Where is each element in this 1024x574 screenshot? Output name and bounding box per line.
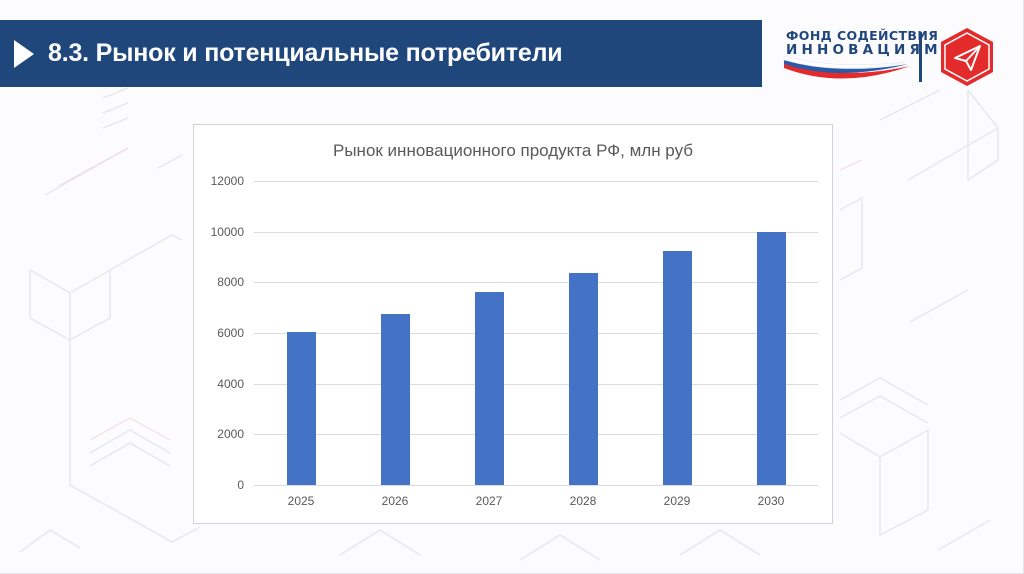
paper-plane-hexagon-icon	[941, 28, 993, 86]
bar-2025	[286, 331, 316, 485]
y-axis-tick-label: 12000	[210, 174, 244, 188]
gridline	[254, 231, 818, 233]
bar-2028	[568, 273, 598, 485]
bar-2030	[756, 231, 786, 485]
gridline	[254, 333, 818, 334]
tricolor-swoosh-icon	[783, 56, 910, 79]
gridline	[254, 434, 818, 436]
y-axis-tick-label: 10000	[210, 224, 244, 239]
bar-2026	[380, 314, 410, 485]
x-axis-tick-label: 2025	[287, 494, 315, 508]
x-axis-tick-label: 2030	[757, 494, 785, 508]
chart-title: Рынок инновационного продукта РФ, млн ру…	[333, 141, 693, 160]
bar-2027	[474, 292, 504, 485]
x-axis-tick-label: 2026	[381, 494, 409, 508]
page-title: 8.3. Рынок и потенциальные потребители	[48, 39, 563, 67]
y-axis-tick-label: 2000	[217, 427, 244, 442]
x-axis-tick-label: 2029	[663, 494, 691, 508]
gridline	[254, 383, 818, 385]
x-axis-tick-label: 2028	[569, 494, 597, 508]
x-axis-tick-label: 2027	[475, 494, 503, 508]
chart-container: Рынок инновационного продукта РФ, млн ру…	[193, 124, 833, 524]
bar-2029	[662, 250, 692, 485]
gridline	[254, 282, 818, 284]
y-axis-tick-label: 6000	[217, 326, 244, 340]
play-arrow-icon	[14, 39, 34, 68]
gridline	[254, 485, 818, 486]
logo-line-1: ФОНД СОДЕЙСТВИЯ	[786, 28, 939, 43]
logo-divider	[919, 32, 922, 82]
gridline	[254, 181, 818, 182]
plot-area: 0 2000 4000 6000 8000 10000 12000 2025 2026 2027 2…	[211, 174, 818, 508]
y-axis-tick-label: 0	[237, 478, 244, 492]
logo-wordmark: ФОНД СОДЕЙСТВИЯ ИННОВАЦИЯМ	[786, 28, 942, 58]
logo-line-2: ИННОВАЦИЯМ	[786, 42, 942, 58]
fund-logo: ФОНД СОДЕЙСТВИЯ ИННОВАЦИЯМ	[782, 26, 1017, 90]
y-axis-tick-label: 8000	[217, 275, 244, 290]
y-axis-tick-label: 4000	[217, 376, 244, 391]
header-bar: 8.3. Рынок и потенциальные потребители	[0, 20, 762, 87]
